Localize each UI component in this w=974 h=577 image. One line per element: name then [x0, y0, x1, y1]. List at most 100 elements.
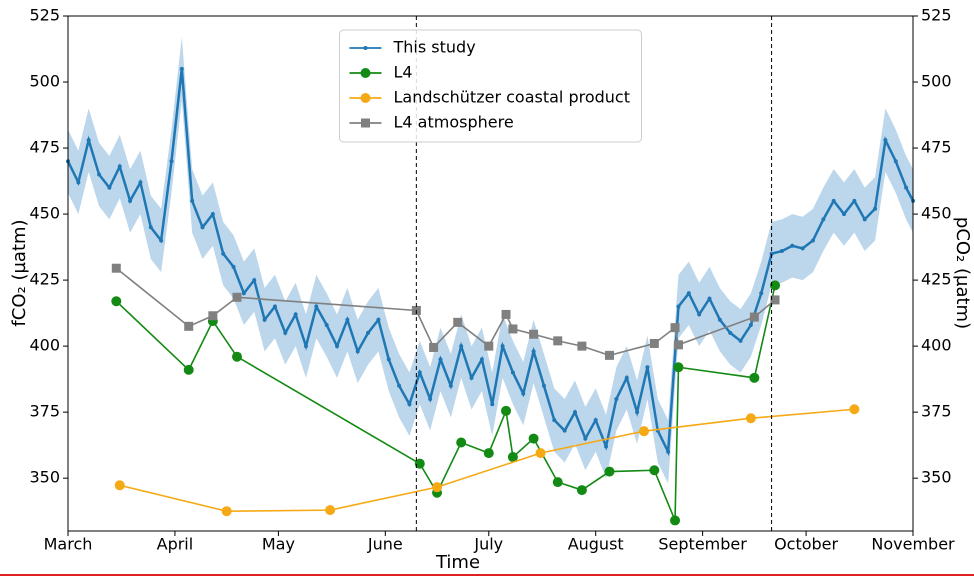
marker	[645, 365, 650, 370]
marker	[862, 217, 867, 222]
plot-frame	[67, 15, 914, 532]
marker	[770, 280, 781, 291]
marker	[604, 444, 609, 449]
marker	[552, 418, 557, 423]
y2-tick-label: 350	[921, 468, 952, 487]
y2-axis-label: pCO₂ (µatm)	[952, 217, 973, 329]
marker	[283, 330, 288, 335]
marker	[673, 362, 684, 373]
marker	[624, 375, 629, 380]
marker	[438, 357, 443, 362]
marker	[169, 159, 174, 164]
x-tick-label: August	[568, 535, 624, 554]
marker	[552, 477, 563, 488]
marker	[904, 185, 909, 190]
marker	[432, 482, 443, 493]
legend-marker	[363, 46, 368, 50]
marker	[483, 448, 494, 459]
y-tick-label: 450	[29, 204, 60, 223]
marker	[272, 304, 277, 309]
marker	[232, 292, 242, 302]
marker	[749, 312, 759, 322]
marker	[159, 238, 164, 243]
marker	[500, 344, 505, 349]
legend-box	[339, 29, 642, 143]
marker	[107, 185, 112, 190]
y2-tick-label: 475	[921, 138, 952, 157]
marker	[231, 264, 236, 269]
marker	[293, 312, 298, 317]
marker	[614, 396, 619, 401]
marker	[593, 418, 598, 423]
x-tick-label: October	[774, 535, 838, 554]
marker	[469, 375, 474, 380]
x-tick-label: March	[44, 535, 93, 554]
legend-marker	[361, 118, 370, 128]
marker	[208, 311, 218, 321]
marker	[114, 480, 125, 491]
marker	[670, 323, 680, 333]
marker	[842, 212, 847, 217]
x-tick-label: November	[871, 535, 955, 554]
marker	[221, 251, 226, 256]
marker	[649, 465, 660, 476]
marker	[386, 357, 391, 362]
marker	[117, 164, 122, 169]
y2-tick-label: 400	[921, 336, 952, 355]
marker	[252, 278, 257, 283]
y-tick-label: 400	[29, 336, 60, 355]
marker	[779, 249, 784, 254]
marker	[573, 410, 577, 415]
marker	[670, 515, 681, 526]
marker	[417, 370, 422, 375]
marker	[893, 159, 898, 164]
marker	[200, 225, 205, 230]
legend-label: L4 atmosphere	[394, 113, 514, 132]
marker	[111, 263, 121, 273]
marker	[604, 466, 615, 477]
marker	[541, 383, 546, 388]
x-axis-label: Time	[435, 552, 480, 573]
marker	[335, 344, 340, 349]
marker	[686, 291, 691, 296]
marker	[666, 449, 671, 454]
marker	[484, 341, 494, 351]
marker	[414, 458, 425, 469]
marker	[770, 295, 780, 305]
marker	[831, 198, 836, 203]
legend-marker	[360, 93, 371, 103]
legend-label: This study	[393, 38, 476, 57]
marker	[790, 243, 795, 248]
x-tick-label: June	[367, 535, 403, 554]
marker	[345, 317, 350, 322]
marker	[262, 317, 267, 322]
marker	[728, 330, 733, 335]
marker	[232, 351, 242, 362]
marker	[183, 364, 194, 375]
marker	[510, 370, 515, 375]
marker	[873, 206, 878, 211]
legend-label: Landschützer coastal product	[394, 88, 630, 107]
plot-area	[66, 37, 915, 526]
marker	[210, 212, 215, 217]
marker	[759, 291, 764, 296]
marker	[355, 349, 360, 354]
marker	[717, 317, 722, 322]
marker	[314, 304, 319, 309]
marker	[241, 291, 246, 296]
marker	[553, 336, 563, 346]
y-axis-label: fCO₂ (µatm)	[9, 219, 30, 326]
marker	[583, 436, 588, 441]
marker	[649, 338, 659, 348]
x-tick-label: May	[262, 535, 295, 554]
marker	[821, 217, 826, 222]
marker	[448, 383, 453, 388]
marker	[459, 344, 464, 349]
marker	[97, 172, 102, 177]
marker	[528, 433, 539, 444]
marker	[508, 324, 518, 334]
marker	[184, 321, 194, 331]
marker	[128, 198, 133, 203]
x-tick-label: July	[473, 535, 503, 554]
marker	[376, 317, 381, 322]
